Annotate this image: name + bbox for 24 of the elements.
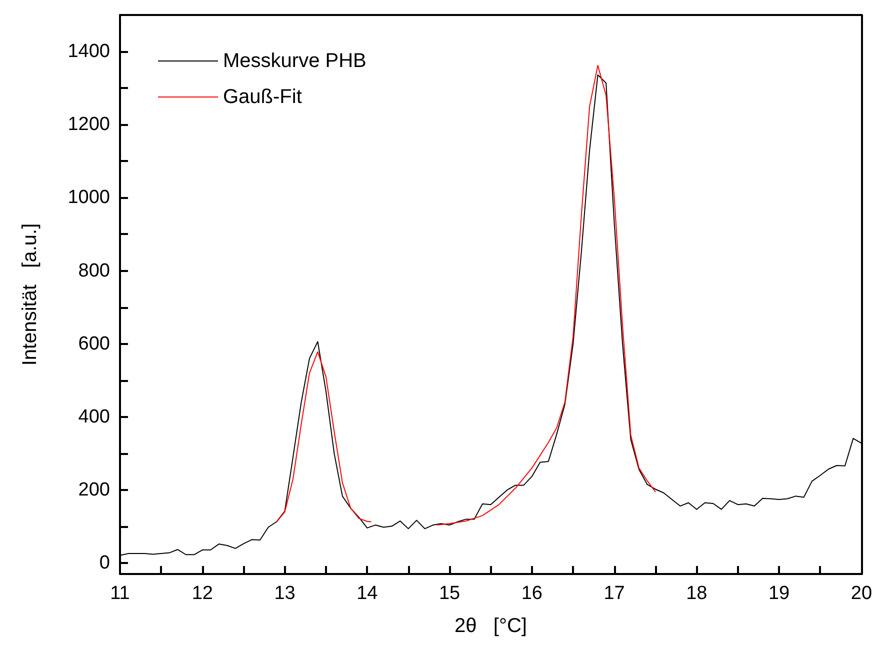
- legend-label: Gauß-Fit: [223, 86, 302, 108]
- x-tick-label: 14: [356, 583, 378, 604]
- x-tick-label: 11: [110, 583, 130, 604]
- x-tick-label: 19: [768, 583, 790, 604]
- x-tick-label: 17: [604, 583, 625, 604]
- y-tick-label: 800: [78, 260, 110, 282]
- x-tick-label: 15: [438, 583, 460, 604]
- y-tick-label: 600: [78, 333, 110, 354]
- y-tick-label: 0: [99, 552, 110, 574]
- y-tick-label: 200: [78, 479, 110, 500]
- x-tick-label: 20: [850, 583, 872, 604]
- y-tick-label: 1000: [68, 187, 110, 208]
- y-tick-label: 1400: [68, 41, 110, 62]
- line-series: [276, 351, 372, 523]
- x-tick-label: 16: [521, 583, 542, 604]
- legend-label: Messkurve PHB: [223, 50, 366, 72]
- y-axis-title: Intensität [a.u.]: [19, 223, 41, 366]
- x-tick-label: 18: [686, 583, 708, 604]
- x-axis-title: 2θ [°C]: [454, 615, 527, 637]
- line-series: [436, 64, 656, 526]
- x-tick-label: 13: [274, 583, 296, 604]
- y-tick-label: 400: [78, 406, 110, 428]
- x-tick-label: 12: [192, 583, 213, 604]
- y-tick-label: 1200: [68, 114, 110, 136]
